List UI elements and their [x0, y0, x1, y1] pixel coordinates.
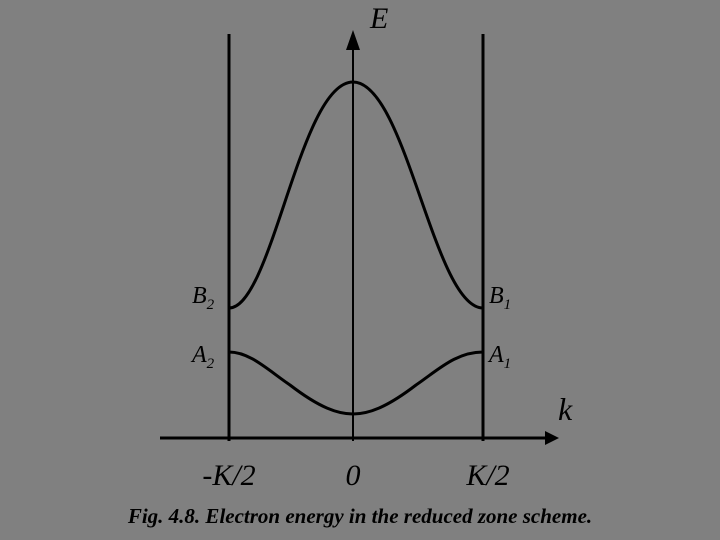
tick-label: K/2 — [465, 459, 509, 492]
upper-band — [228, 80, 484, 310]
caption: Fig. 4.8. Electron energy in the reduced… — [127, 504, 592, 528]
point-sub: 1 — [504, 356, 512, 372]
lower-band — [228, 350, 484, 416]
e-axis-label: E — [369, 2, 388, 35]
point-main: A — [487, 342, 504, 368]
tick-label: 0 — [346, 459, 361, 492]
k-arrowhead — [545, 431, 559, 445]
point-sub: 2 — [207, 356, 215, 372]
point-sub: 2 — [207, 297, 215, 313]
point-main: B — [192, 283, 207, 309]
point-label: A1 — [487, 342, 511, 372]
point-main: B — [489, 283, 504, 309]
point-label: A2 — [190, 342, 215, 372]
e-arrowhead — [346, 30, 360, 50]
point-label: B2 — [192, 283, 215, 313]
point-sub: 1 — [504, 297, 512, 313]
point-main: A — [190, 342, 207, 368]
lines — [160, 34, 545, 441]
k-axis-label: k — [558, 391, 573, 427]
tick-label: -K/2 — [202, 459, 255, 492]
point-label: B1 — [489, 283, 511, 313]
